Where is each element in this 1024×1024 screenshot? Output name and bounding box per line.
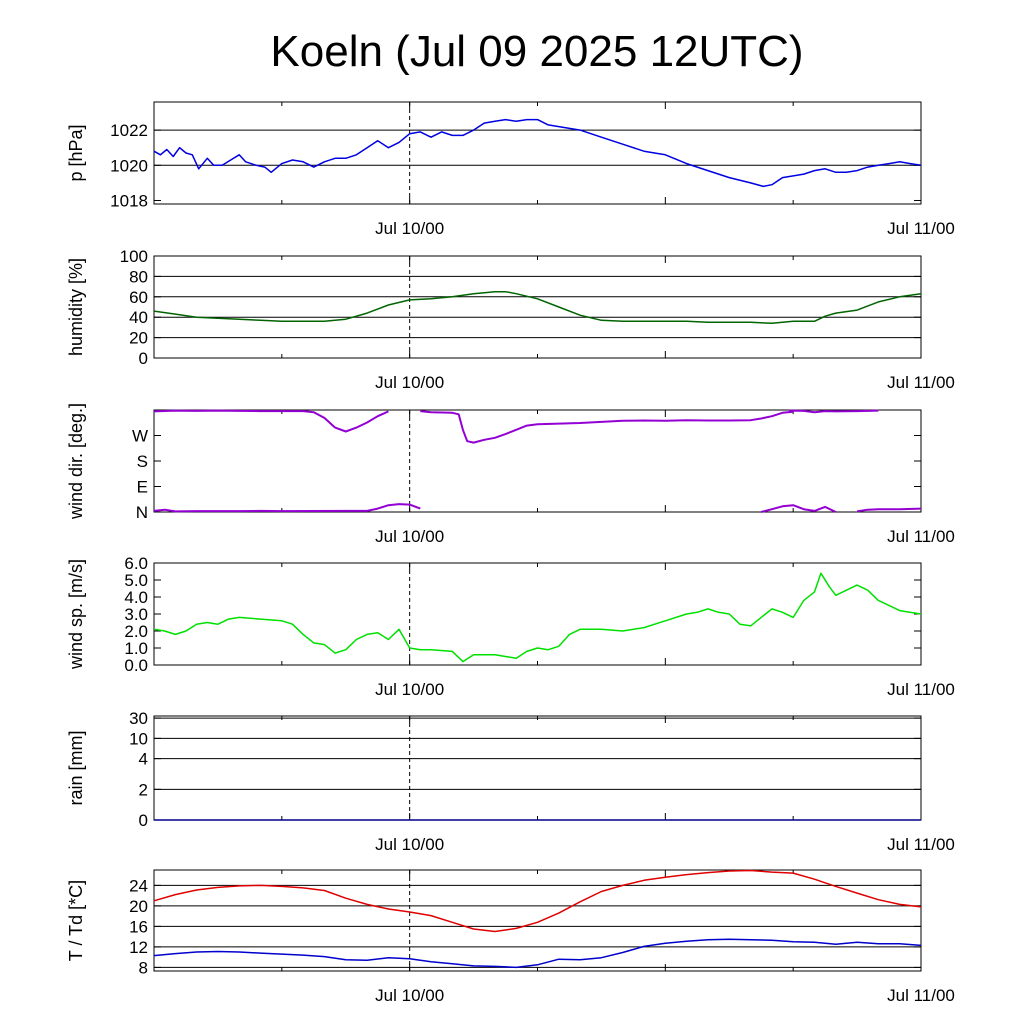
plot-frame [153,101,922,205]
y-axis-label: wind sp. [m/s] [66,559,86,670]
y-tick-label: 1018 [110,191,148,210]
y-tick-label: 1.0 [124,639,148,658]
x-tick-label: Jul 11/00 [887,835,955,854]
series-line-wind_dir [420,410,794,444]
x-tick-label: Jul 10/00 [375,527,444,546]
y-tick-label: 24 [129,876,148,895]
y-tick-label: 10 [129,729,148,748]
y-tick-label: 3.0 [124,605,148,624]
plot-frame [153,562,922,666]
x-tick-label: Jul 11/00 [887,986,955,1005]
y-tick-label: 60 [129,288,148,307]
y-tick-label: 16 [129,917,148,936]
y-tick-label: 20 [129,329,148,348]
y-tick-label: N [136,503,148,522]
x-tick-label: Jul 10/00 [375,680,444,699]
y-tick-label: 0 [139,811,148,830]
series-line-wind_dir [788,409,879,414]
y-tick-label: 30 [129,709,148,728]
x-tick-label: Jul 10/00 [375,835,444,854]
series-line-pressure [153,118,922,188]
plot-frame [153,255,922,359]
panel-1: 1018 1020 1022 Jul 10/00 Jul 11/00 p [hPa] [66,101,955,238]
x-tick-label: Jul 11/00 [887,219,955,238]
y-tick-label: 40 [129,308,148,327]
y-tick-label: 4 [139,750,148,769]
series-line-wind_dir [856,507,922,513]
y-tick-label: 2.0 [124,622,148,641]
y-axis-label: rain [mm] [66,730,86,805]
y-tick-label: 100 [120,247,148,266]
y-tick-label: W [132,427,148,446]
x-tick-label: Jul 10/00 [375,219,444,238]
x-tick-label: Jul 11/00 [887,373,955,392]
y-tick-label: S [137,452,148,471]
plot-frame [153,409,922,513]
series-line-temperature [153,869,922,933]
y-tick-label: E [137,478,148,497]
y-tick-label: 1022 [110,121,148,140]
panel-4: 0.01.02.03.04.05.06.0 Jul 10/00 Jul 11/00 w… [66,554,955,699]
y-tick-label: 20 [129,897,148,916]
y-tick-label: 8 [139,958,148,977]
y-tick-label: 4.0 [124,588,148,607]
y-tick-label: 1020 [110,156,148,175]
y-axis-label: p [hPa] [66,124,86,181]
x-tick-label: Jul 10/00 [375,986,444,1005]
chart-title: Koeln (Jul 09 2025 12UTC) [270,27,803,76]
y-tick-label: 12 [129,938,148,957]
y-axis-label: T / Td [*C] [66,880,86,961]
y-axis-label: wind dir. [deg.] [66,403,86,520]
series-line-dewpoint [153,938,922,969]
x-tick-label: Jul 11/00 [887,680,955,699]
series-line-wind_dir [760,504,837,513]
series-line-wind_dir [153,409,389,433]
y-tick-label: 6.0 [124,554,148,573]
y-tick-label: 0.0 [124,656,148,675]
y-tick-label: 80 [129,267,148,286]
plot-frame [153,715,922,821]
y-tick-label: 2 [139,780,148,799]
series-line-humidity [153,290,922,325]
series-line-wind_speed [153,572,922,663]
series-line-wind_dir [153,503,421,513]
y-axis-label: humidity [%] [66,258,86,356]
x-tick-label: Jul 11/00 [887,527,955,546]
y-tick-label: 0 [139,349,148,368]
y-tick-label: 5.0 [124,571,148,590]
x-tick-label: Jul 10/00 [375,373,444,392]
